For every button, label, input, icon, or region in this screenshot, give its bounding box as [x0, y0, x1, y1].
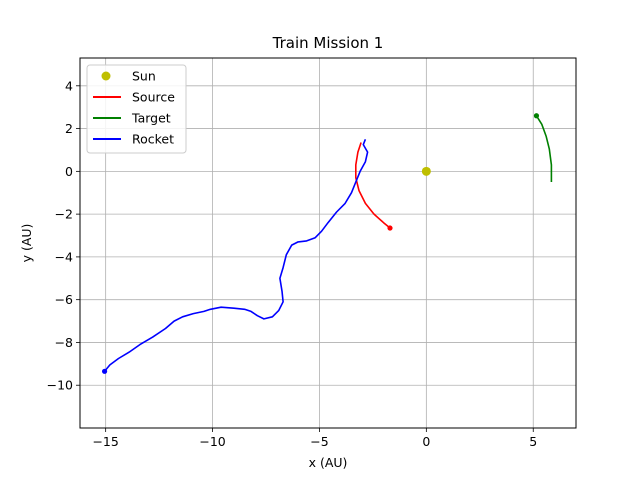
y-axis-label: y (AU)	[19, 224, 34, 263]
source-trajectory	[355, 142, 391, 229]
y-tick-label: 2	[65, 121, 73, 136]
series-layer	[101, 113, 553, 374]
sun-point	[421, 166, 431, 176]
target-trajectory	[535, 115, 553, 182]
source-endpoint-marker	[387, 225, 393, 231]
grid	[80, 58, 576, 428]
plot-area-frame	[79, 57, 577, 429]
y-tick-label: 4	[65, 78, 73, 93]
target-endpoint-marker	[533, 113, 540, 119]
legend-label-sun: Sun	[132, 69, 156, 84]
x-tick-label: −10	[199, 434, 225, 449]
legend-box	[86, 64, 187, 154]
x-tick-label: −15	[92, 434, 118, 449]
y-tick-label: −8	[55, 335, 73, 350]
legend: Sun Source Target Rocket	[86, 64, 187, 154]
legend-label-source: Source	[132, 90, 175, 105]
rocket-trajectory	[103, 139, 369, 372]
legend-label-target: Target	[131, 111, 171, 126]
legend-marker-sun	[101, 71, 111, 81]
rocket-endpoint-marker	[101, 368, 108, 374]
chart-title: Train Mission 1	[272, 34, 384, 52]
x-tick-label: 0	[422, 434, 430, 449]
y-tick-label: −6	[55, 292, 73, 307]
legend-label-rocket: Rocket	[132, 132, 174, 147]
ticks: −15 −10 −5 0 5 −10 −8 −6 −4 −2 0 2 4	[47, 78, 538, 449]
y-tick-label: 0	[65, 164, 73, 179]
y-tick-label: −10	[47, 378, 73, 393]
y-tick-label: −2	[55, 207, 73, 222]
y-tick-label: −4	[55, 249, 73, 264]
x-tick-label: −5	[310, 434, 328, 449]
x-axis-label: x (AU)	[309, 455, 348, 470]
x-tick-label: 5	[529, 434, 537, 449]
